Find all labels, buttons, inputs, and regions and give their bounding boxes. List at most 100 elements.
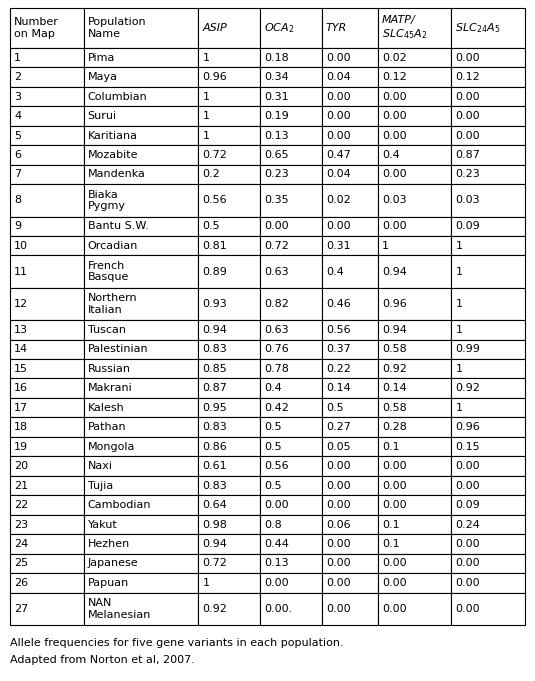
Text: 0.89: 0.89 (202, 267, 227, 276)
Text: 0.63: 0.63 (264, 267, 289, 276)
Text: Bantu S.W.: Bantu S.W. (88, 221, 148, 232)
Bar (452, 165, 525, 185)
Bar (83, 456, 198, 476)
Text: 24: 24 (14, 539, 28, 549)
Bar (198, 320, 260, 340)
Text: Russian: Russian (88, 364, 131, 374)
Bar (378, 236, 452, 255)
Text: 0.5: 0.5 (264, 422, 282, 432)
Text: 0.13: 0.13 (264, 131, 289, 140)
Bar (10, 255, 83, 288)
Text: 20: 20 (14, 461, 28, 471)
Bar (10, 417, 83, 437)
Text: 0.02: 0.02 (326, 195, 351, 206)
Bar (83, 145, 198, 165)
Bar (83, 359, 198, 379)
Text: French
Basque: French Basque (88, 261, 129, 283)
Bar (10, 515, 83, 535)
Bar (378, 185, 452, 217)
Text: 0.27: 0.27 (326, 422, 351, 432)
Text: 0.04: 0.04 (326, 72, 351, 82)
Text: 0.14: 0.14 (382, 383, 407, 393)
Bar (10, 8, 83, 48)
Bar (452, 320, 525, 340)
Text: 0.76: 0.76 (264, 345, 289, 354)
Text: 0.58: 0.58 (382, 345, 407, 354)
Text: 0.00: 0.00 (326, 604, 350, 614)
Text: 0.00: 0.00 (382, 111, 407, 121)
Bar (322, 165, 378, 185)
Text: 21: 21 (14, 481, 28, 490)
Bar (83, 573, 198, 592)
Text: 0.00: 0.00 (455, 111, 480, 121)
Bar (10, 320, 83, 340)
Bar (452, 288, 525, 320)
Bar (322, 554, 378, 573)
Bar (378, 495, 452, 515)
Bar (322, 255, 378, 288)
Text: Makrani: Makrani (88, 383, 132, 393)
Bar (10, 592, 83, 625)
Text: 0.00: 0.00 (455, 604, 480, 614)
Text: 0.99: 0.99 (455, 345, 480, 354)
Text: Kalesh: Kalesh (88, 402, 124, 413)
Bar (452, 437, 525, 456)
Text: 2: 2 (14, 72, 21, 82)
Text: 25: 25 (14, 558, 28, 569)
Bar (322, 359, 378, 379)
Bar (260, 398, 322, 417)
Text: 19: 19 (14, 442, 28, 452)
Bar (322, 126, 378, 145)
Bar (378, 476, 452, 495)
Text: 5: 5 (14, 131, 21, 140)
Bar (198, 106, 260, 126)
Bar (10, 48, 83, 67)
Text: 0.96: 0.96 (382, 299, 407, 309)
Bar (322, 145, 378, 165)
Text: 0.8: 0.8 (264, 520, 282, 530)
Bar (198, 379, 260, 398)
Text: 0.34: 0.34 (264, 72, 289, 82)
Text: Mongola: Mongola (88, 442, 135, 452)
Bar (452, 554, 525, 573)
Bar (322, 515, 378, 535)
Bar (452, 535, 525, 554)
Text: 1: 1 (455, 402, 462, 413)
Bar (378, 145, 452, 165)
Text: 0.19: 0.19 (264, 111, 289, 121)
Text: 1: 1 (202, 111, 209, 121)
Text: 0.94: 0.94 (382, 325, 407, 335)
Bar (198, 165, 260, 185)
Text: 0.83: 0.83 (202, 422, 227, 432)
Text: 0.00: 0.00 (382, 91, 407, 101)
Text: 0.96: 0.96 (455, 422, 480, 432)
Bar (198, 126, 260, 145)
Text: 0.06: 0.06 (326, 520, 350, 530)
Bar (260, 320, 322, 340)
Text: 0.00: 0.00 (455, 558, 480, 569)
Bar (452, 236, 525, 255)
Bar (198, 185, 260, 217)
Text: 0.42: 0.42 (264, 402, 289, 413)
Text: 0.94: 0.94 (202, 325, 227, 335)
Bar (452, 515, 525, 535)
Text: 0.09: 0.09 (455, 500, 480, 510)
Text: Tujia: Tujia (88, 481, 113, 490)
Bar (198, 437, 260, 456)
Text: 1: 1 (382, 240, 389, 251)
Text: 6: 6 (14, 150, 21, 160)
Text: 0.78: 0.78 (264, 364, 289, 374)
Bar (83, 165, 198, 185)
Text: 0.1: 0.1 (382, 539, 400, 549)
Bar (10, 165, 83, 185)
Bar (198, 476, 260, 495)
Text: 0.81: 0.81 (202, 240, 227, 251)
Text: 0.1: 0.1 (382, 520, 400, 530)
Text: Cambodian: Cambodian (88, 500, 151, 510)
Bar (322, 495, 378, 515)
Bar (378, 255, 452, 288)
Text: 11: 11 (14, 267, 28, 276)
Text: 1: 1 (455, 267, 462, 276)
Bar (452, 145, 525, 165)
Text: 0.00: 0.00 (326, 52, 350, 63)
